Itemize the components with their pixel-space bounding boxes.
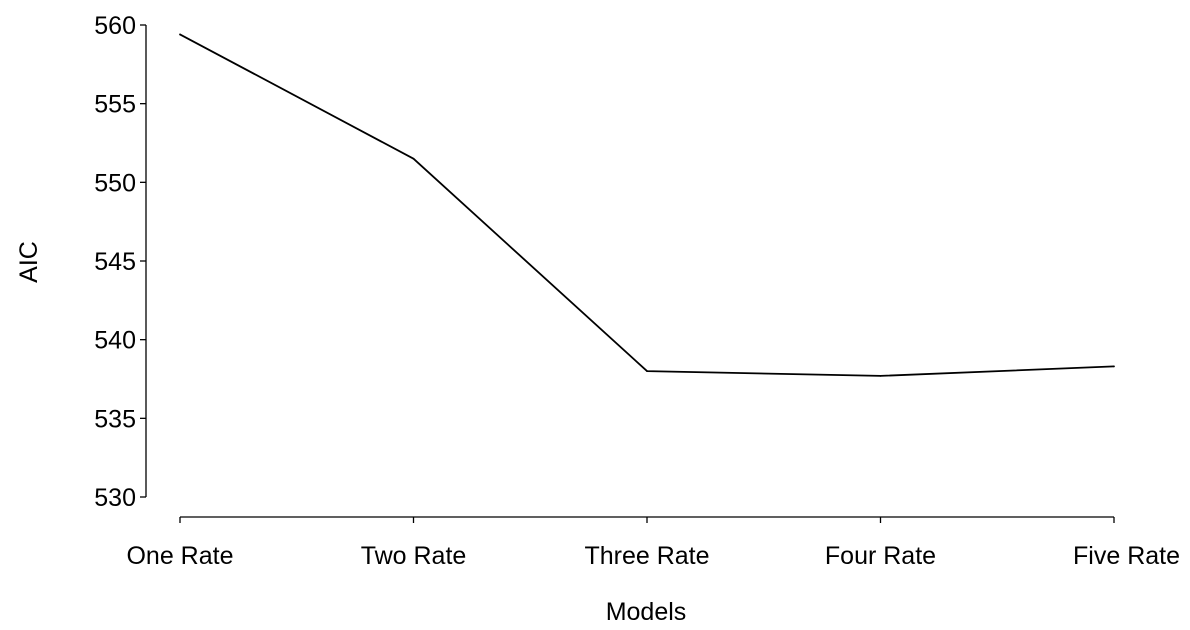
series-line <box>179 33 1115 377</box>
data-point <box>879 374 882 377</box>
y-tick-label: 535 <box>94 405 136 433</box>
x-tick-label: Two Rate <box>361 542 467 570</box>
series-layer <box>179 33 1115 377</box>
y-tick-label: 555 <box>94 91 136 119</box>
data-point <box>179 33 181 36</box>
y-tick-label: 545 <box>94 248 136 276</box>
y-axis: 530 535 540 545 550 555 560 <box>94 12 147 512</box>
x-tick-label: One Rate <box>126 542 233 570</box>
x-axis: One Rate Two Rate Three Rate Four Rate Five … <box>126 516 1180 570</box>
x-tick-label: Three Rate <box>584 542 709 570</box>
x-tick-label: Four Rate <box>825 542 936 570</box>
y-axis-label: AIC <box>15 241 43 283</box>
x-tick-label: Five Rate <box>1073 542 1180 570</box>
y-tick-label: 560 <box>94 12 136 40</box>
y-tick-label: 550 <box>94 169 136 197</box>
x-axis-label: Models <box>606 598 687 626</box>
y-tick-label: 540 <box>94 327 136 355</box>
data-point <box>1113 365 1115 368</box>
data-point <box>412 157 415 160</box>
y-tick-label: 530 <box>94 484 136 512</box>
data-point <box>646 370 648 373</box>
